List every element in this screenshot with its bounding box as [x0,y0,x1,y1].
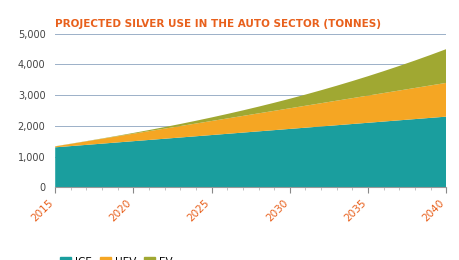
Legend: ICE, HEV, EV: ICE, HEV, EV [60,257,172,260]
Text: PROJECTED SILVER USE IN THE AUTO SECTOR (TONNES): PROJECTED SILVER USE IN THE AUTO SECTOR … [55,19,381,29]
